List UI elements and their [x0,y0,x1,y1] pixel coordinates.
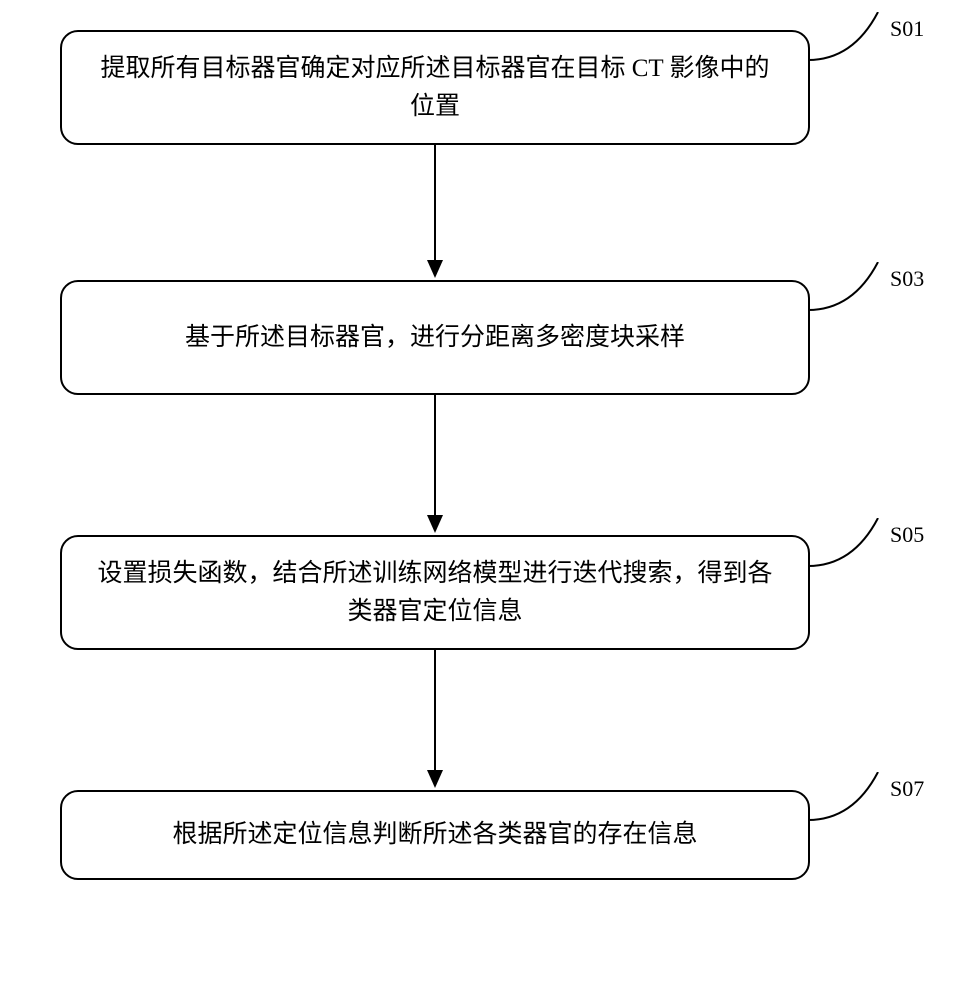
flow-step-text: 根据所述定位信息判断所述各类器官的存在信息 [172,816,697,854]
step-label-s07: S07 [890,776,924,802]
flow-step-text: 提取所有目标器官确定对应所述目标器官在目标 CT 影像中的位置 [92,50,778,125]
step-label-s01: S01 [890,16,924,42]
flow-arrow [60,650,810,790]
flow-step-s07: 根据所述定位信息判断所述各类器官的存在信息 [60,790,810,880]
callout-s01 [808,12,898,67]
callout-s05 [808,518,898,573]
flowchart-container: 提取所有目标器官确定对应所述目标器官在目标 CT 影像中的位置 S01 基于所述… [60,30,930,880]
flow-step-s01: 提取所有目标器官确定对应所述目标器官在目标 CT 影像中的位置 [60,30,810,145]
step-label-s03: S03 [890,266,924,292]
flow-step-s03: 基于所述目标器官，进行分距离多密度块采样 [60,280,810,395]
flow-arrow [60,145,810,280]
callout-s03 [808,262,898,317]
callout-s07 [808,772,898,827]
step-label-s05: S05 [890,522,924,548]
flow-step-text: 设置损失函数，结合所述训练网络模型进行迭代搜索，得到各类器官定位信息 [92,555,778,630]
flow-arrow [60,395,810,535]
flow-step-s05: 设置损失函数，结合所述训练网络模型进行迭代搜索，得到各类器官定位信息 [60,535,810,650]
flow-step-text: 基于所述目标器官，进行分距离多密度块采样 [185,319,685,357]
